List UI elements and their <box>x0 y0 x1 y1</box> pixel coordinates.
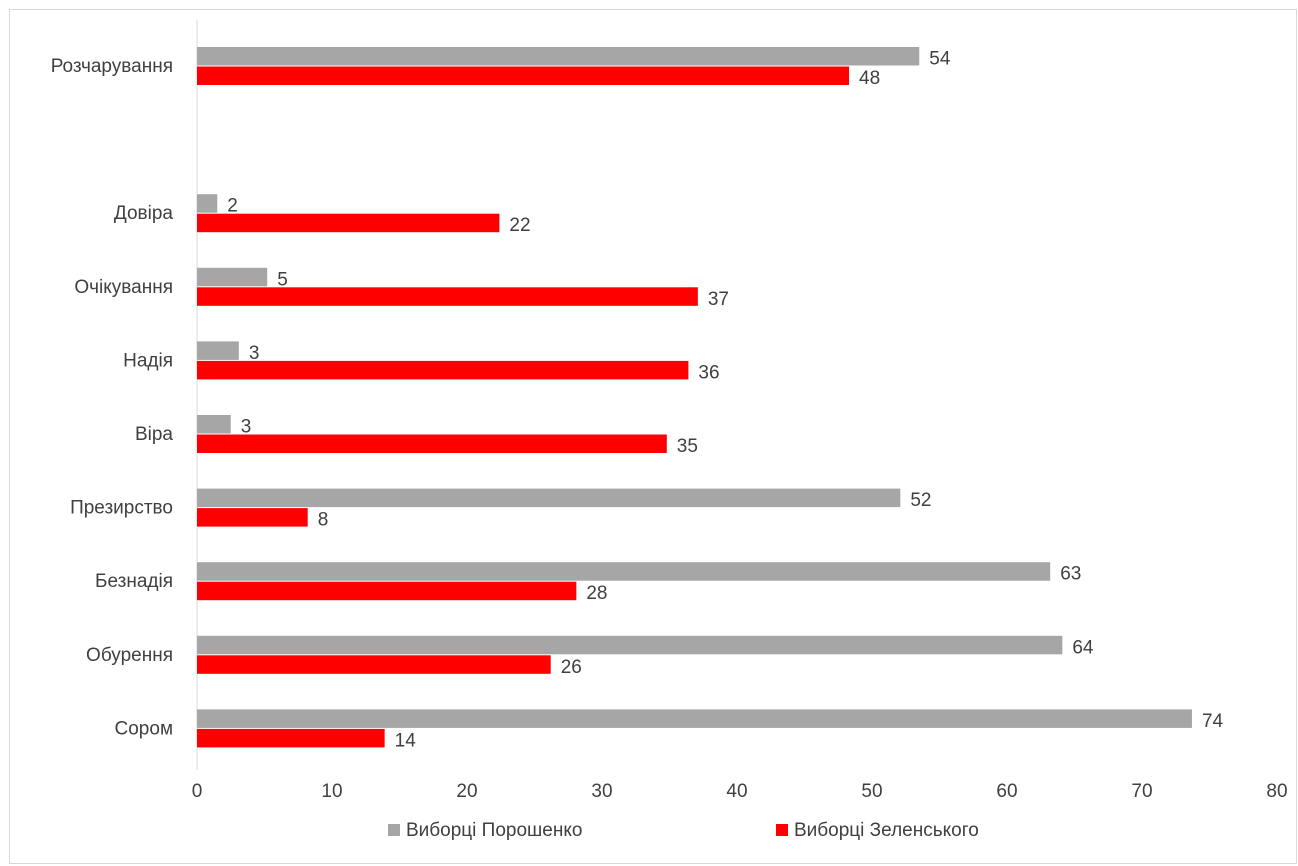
data-label: 36 <box>698 362 719 383</box>
bar-zelensky <box>197 287 698 306</box>
legend-label-zelensky: Виборці Зеленського <box>794 820 979 841</box>
bar-poroshenko <box>197 194 218 213</box>
category-label: Презирство <box>70 498 173 519</box>
bar-zelensky <box>197 581 577 601</box>
bar-zelensky <box>197 508 308 527</box>
category-label: Розчарування <box>51 56 173 77</box>
bar-zelensky <box>197 434 667 453</box>
data-label: 3 <box>241 417 252 438</box>
bar-zelensky <box>197 66 850 85</box>
bar-poroshenko <box>197 47 920 66</box>
bar-zelensky <box>197 360 689 380</box>
bar-zelensky <box>197 213 500 233</box>
data-label: 64 <box>1072 637 1094 658</box>
x-tick-label: 10 <box>321 781 342 802</box>
data-label: 74 <box>1202 711 1224 732</box>
data-label: 63 <box>1060 564 1081 585</box>
data-label: 8 <box>318 510 329 531</box>
category-label: Сором <box>115 718 173 739</box>
data-label: 5 <box>277 269 288 290</box>
data-label: 26 <box>561 657 582 678</box>
category-label: Віра <box>135 424 173 445</box>
data-label: 48 <box>859 68 880 89</box>
x-tick-label: 40 <box>726 781 747 802</box>
category-label: Обурення <box>86 645 173 666</box>
data-label: 28 <box>586 583 607 604</box>
category-label: Безнадія <box>95 571 173 592</box>
data-label: 35 <box>677 436 698 457</box>
x-tick-label: 30 <box>591 781 612 802</box>
legend-swatch-poroshenko <box>388 824 400 836</box>
x-tick-label: 60 <box>996 781 1017 802</box>
data-label: 22 <box>509 215 530 236</box>
data-label: 2 <box>227 196 238 217</box>
category-label: Надія <box>123 350 173 371</box>
x-tick-label: 80 <box>1266 781 1287 802</box>
bar-poroshenko <box>197 415 231 434</box>
category-label: Довіра <box>114 203 174 224</box>
data-label: 54 <box>929 49 951 70</box>
x-tick-label: 0 <box>192 781 203 802</box>
legend-label-poroshenko: Виборці Порошенко <box>406 820 582 841</box>
x-tick-label: 70 <box>1131 781 1152 802</box>
bar-poroshenko <box>197 635 1063 655</box>
data-label: 3 <box>249 343 260 364</box>
data-label: 14 <box>395 730 417 751</box>
data-label: 37 <box>708 289 729 310</box>
bar-zelensky <box>197 655 551 674</box>
bar-poroshenko <box>197 341 239 360</box>
bar-poroshenko <box>197 709 1192 728</box>
x-tick-label: 50 <box>861 781 882 802</box>
bar-poroshenko <box>197 562 1051 581</box>
data-label: 52 <box>910 490 931 511</box>
bar-poroshenko <box>197 267 268 287</box>
legend-swatch-zelensky <box>776 824 788 836</box>
bar-poroshenko <box>197 488 901 508</box>
category-label: Очікування <box>74 277 173 298</box>
bar-zelensky <box>197 728 385 748</box>
x-tick-label: 20 <box>456 781 477 802</box>
